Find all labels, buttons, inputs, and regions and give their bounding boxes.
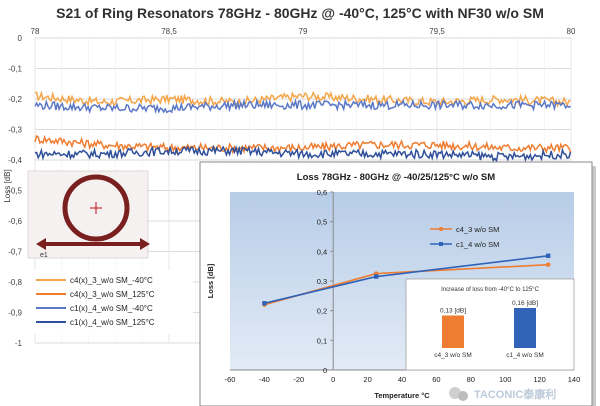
- y-axis-label: Loss [dB]: [206, 263, 215, 298]
- legend-marker: [439, 242, 443, 246]
- y-tick-label: -0,2: [8, 95, 22, 104]
- x-tick-label: -40: [259, 375, 270, 384]
- ring-resonator-image: e1: [27, 170, 150, 259]
- watermark: TACONIC泰康利: [449, 387, 556, 401]
- data-point: [374, 274, 379, 279]
- y-tick-label: -0,9: [8, 309, 22, 318]
- y-tick-label: -0,8: [8, 278, 22, 287]
- x-tick-label: 78,5: [161, 27, 177, 36]
- inset-bar-chart: Increase of loss from -40°C to 125°C 0,1…: [405, 278, 575, 371]
- watermark-text: TACONIC泰康利: [474, 387, 556, 401]
- x-tick-labels: -60 -40 -20 0 20 40 60 80 100 120 140: [225, 375, 581, 384]
- y-tick-label: 0,4: [317, 247, 327, 256]
- chart-title: Increase of loss from -40°C to 125°C: [441, 287, 540, 293]
- y-tick-label: -0,6: [8, 217, 22, 226]
- y-axis-label: Loss [dB]: [3, 169, 12, 202]
- x-tick-label: 78: [31, 27, 40, 36]
- x-tick-label: 80: [567, 27, 576, 36]
- y-tick-label: 0,2: [317, 307, 327, 316]
- y-tick-labels: 0 -0,1 -0,2 -0,3 -0,4 -0,5 -0,6 -0,7 -0,8 -0,9 -1: [8, 34, 22, 348]
- legend-label: c4(x)_3_w/o SM_125°C: [70, 290, 155, 299]
- legend-label: c1(x)_4_w/o SM_125°C: [70, 318, 155, 327]
- arrow-left-icon: [36, 238, 46, 250]
- y-tick-label: 0,6: [317, 188, 327, 197]
- x-tick-label: 79: [299, 27, 308, 36]
- series-line: [34, 134, 572, 155]
- y-tick-label: -0,1: [8, 65, 22, 74]
- x-tick-label: 79,5: [429, 27, 445, 36]
- series-line: [34, 97, 571, 115]
- x-tick-label: 0: [331, 375, 335, 384]
- bar-category-label: c1_4 w/o SM: [506, 352, 544, 359]
- bar-data-label: 0,13 [dB]: [440, 308, 466, 315]
- y-tick-label: -0,5: [8, 187, 22, 196]
- foreground-chart: Loss 78GHz - 80GHz @ -40/25/125°C w/o SM…: [199, 161, 596, 406]
- legend-marker: [439, 227, 443, 231]
- x-tick-label: 40: [398, 375, 406, 384]
- legend-label: c1_4 w/o SM: [456, 240, 499, 249]
- x-axis-label: Temperature °C: [374, 391, 430, 400]
- y-tick-labels: 0 0,1 0,2 0,3 0,4 0,5 0,6: [317, 188, 327, 375]
- bar: [514, 308, 536, 348]
- chart-title: S21 of Ring Resonators 78GHz - 80GHz @ -…: [56, 5, 544, 21]
- y-tick-label: 0: [323, 366, 327, 375]
- legend: c4_3 w/o SM c1_4 w/o SM: [430, 225, 499, 249]
- bar: [442, 315, 464, 348]
- chart-title: Loss 78GHz - 80GHz @ -40/25/125°C w/o SM: [297, 172, 495, 183]
- x-tick-labels: 78 78,5 79 79,5 80: [31, 27, 576, 36]
- data-point: [546, 253, 551, 258]
- series-lines: [34, 90, 572, 163]
- y-tick-label: 0,1: [317, 336, 327, 345]
- x-tick-label: 80: [467, 375, 475, 384]
- data-point: [262, 301, 267, 306]
- series-line: [34, 90, 571, 108]
- legend-label: c4_3 w/o SM: [456, 225, 499, 234]
- y-tick-label: -1: [15, 339, 23, 348]
- x-tick-label: -60: [225, 375, 236, 384]
- series-lines: [262, 253, 551, 307]
- inset-label: e1: [40, 252, 48, 259]
- x-tick-label: -20: [293, 375, 304, 384]
- y-tick-label: 0: [18, 34, 23, 43]
- y-tick-label: -0,4: [8, 156, 22, 165]
- legend-label: c4(x)_3_w/o SM_-40°C: [70, 276, 153, 285]
- legend: c4(x)_3_w/o SM_-40°C c4(x)_3_w/o SM_125°C…: [28, 270, 193, 334]
- x-tick-label: 140: [568, 375, 581, 384]
- bars: 0,13 [dB] c4_3 w/o SM 0,16 [dB] c1_4 w/o SM: [434, 300, 544, 359]
- wechat-logo-icon-2: [458, 391, 468, 401]
- arrow-right-icon: [140, 238, 150, 250]
- y-tick-label: -0,3: [8, 126, 22, 135]
- inset-bar-chart-frame: [405, 278, 575, 371]
- bar-category-label: c4_3 w/o SM: [434, 352, 472, 359]
- series-line: [34, 144, 572, 163]
- x-tick-label: 60: [432, 375, 440, 384]
- bar-data-label: 0,16 [dB]: [512, 300, 538, 307]
- data-point: [546, 262, 551, 267]
- x-tick-label: 20: [363, 375, 371, 384]
- y-tick-label: 0,3: [317, 277, 327, 286]
- ring-resonator-circle: [62, 174, 130, 242]
- y-tick-label: 0,5: [317, 218, 327, 227]
- x-tick-label: 100: [499, 375, 512, 384]
- legend-label: c1(x)_4_w/o SM_-40°C: [70, 304, 153, 313]
- y-tick-label: -0,7: [8, 248, 22, 257]
- x-tick-label: 120: [533, 375, 546, 384]
